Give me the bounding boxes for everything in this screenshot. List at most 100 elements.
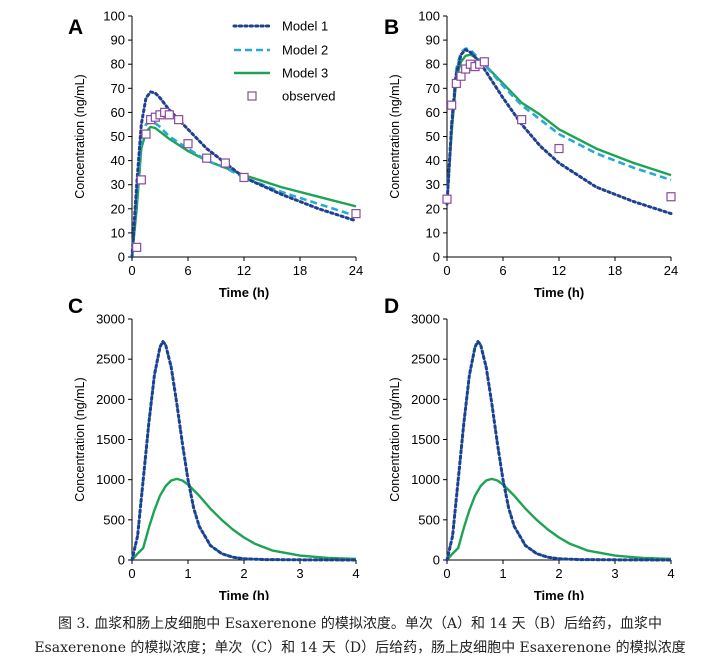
series-line-model-1	[130, 90, 358, 259]
series-line-model-2	[445, 340, 672, 562]
y-axis-label: Concentration (ng/mL)	[73, 74, 87, 198]
x-tick-label: 0	[443, 566, 450, 581]
y-tick-label: 60	[111, 105, 125, 120]
y-axis-label: Concentration (ng/mL)	[388, 74, 402, 198]
y-tick-label: 30	[111, 177, 125, 192]
x-tick-label: 18	[293, 263, 307, 278]
x-axis-label: Time (h)	[219, 588, 269, 600]
y-tick-label: 3000	[411, 312, 440, 327]
legend-label: Model 1	[282, 19, 328, 34]
y-tick-label: 1500	[411, 432, 440, 447]
panel-c: C 0 500 1000 1500 2000 2500 3000 0 1 2 3 4 Time (h) Co…	[68, 295, 360, 600]
y-tick-label: 1000	[96, 472, 125, 487]
panel-label: D	[384, 295, 399, 318]
y-tick-label: 20	[111, 201, 125, 216]
x-tick-label: 0	[128, 566, 135, 581]
y-tick-label: 50	[111, 129, 125, 144]
x-tick-label: 6	[499, 263, 506, 278]
observed-point	[164, 110, 174, 120]
y-tick-label: 500	[103, 512, 125, 527]
y-tick-label: 3000	[96, 312, 125, 327]
legend-label: Model 2	[282, 43, 328, 58]
observed-point	[136, 175, 146, 185]
observed-point	[132, 242, 142, 252]
caption-line-2: Esaxerenone 的模拟浓度；单次（C）和 14 天（D）后给药，肠上皮细…	[34, 640, 686, 656]
observed-point	[554, 143, 564, 154]
y-tick-label: 60	[426, 105, 440, 120]
series-line-model-1	[445, 340, 673, 562]
observed-point	[239, 172, 249, 183]
y-tick-label: 0	[433, 250, 440, 265]
y-tick-label: 100	[103, 9, 125, 24]
y-axis-label: Concentration (ng/mL)	[73, 377, 87, 501]
x-tick-label: 24	[349, 263, 363, 278]
figure-caption: 图 3. 血浆和肠上皮细胞中 Esaxerenone 的模拟浓度。单次（A）和 …	[0, 612, 720, 660]
y-tick-label: 70	[111, 81, 125, 96]
observed-point	[456, 71, 466, 81]
y-tick-label: 40	[111, 153, 125, 168]
x-tick-label: 4	[352, 566, 359, 581]
series-line-model-2	[445, 47, 672, 205]
x-tick-label: 2	[240, 566, 247, 581]
y-tick-label: 80	[426, 57, 440, 72]
x-tick-label: 24	[664, 263, 678, 278]
panel-label: A	[68, 16, 83, 39]
x-tick-label: 3	[296, 566, 303, 581]
observed-point	[351, 209, 361, 219]
y-tick-label: 1500	[96, 432, 125, 447]
y-tick-label: 500	[418, 512, 440, 527]
y-tick-label: 30	[426, 177, 440, 192]
y-tick-label: 2500	[96, 352, 125, 367]
series-line-model-3	[130, 125, 357, 258]
panel-label: C	[68, 295, 83, 318]
observed-point	[141, 129, 151, 139]
y-tick-label: 70	[426, 81, 440, 96]
x-tick-label: 2	[555, 566, 562, 581]
x-tick-label: 3	[611, 566, 618, 581]
series-line-model-3	[445, 53, 672, 205]
x-axis-label: Time (h)	[534, 588, 584, 600]
y-tick-label: 10	[426, 225, 440, 240]
legend-label: observed	[282, 89, 335, 104]
y-tick-label: 40	[426, 153, 440, 168]
y-tick-label: 10	[111, 225, 125, 240]
series-line-model-1	[130, 340, 358, 562]
y-tick-label: 80	[111, 57, 125, 72]
y-tick-label: 0	[433, 553, 440, 568]
y-tick-label: 0	[118, 553, 125, 568]
observed-point	[447, 100, 457, 110]
x-axis-label: Time (h)	[219, 285, 269, 300]
y-tick-label: 2000	[411, 392, 440, 407]
x-tick-label: 12	[237, 263, 251, 278]
legend-label: Model 3	[282, 66, 328, 81]
y-tick-label: 20	[426, 201, 440, 216]
observed-point	[451, 78, 461, 89]
observed-point	[461, 64, 471, 74]
observed-point	[479, 57, 489, 67]
x-tick-label: 4	[667, 566, 674, 581]
x-tick-label: 18	[608, 263, 622, 278]
legend-marker-observed	[247, 91, 257, 101]
x-axis-label: Time (h)	[534, 285, 584, 300]
observed-point	[517, 115, 527, 125]
x-tick-label: 12	[552, 263, 566, 278]
y-tick-label: 100	[418, 9, 440, 24]
observed-point	[174, 115, 184, 125]
y-axis-label: Concentration (ng/mL)	[388, 377, 402, 501]
series-line-model-1	[445, 48, 673, 216]
series-line-model-2	[130, 340, 357, 562]
x-tick-label: 0	[128, 263, 135, 278]
series-line-model-3	[446, 477, 672, 561]
observed-point	[183, 139, 193, 149]
panel-label: B	[384, 16, 399, 39]
observed-point	[442, 194, 452, 204]
observed-point	[220, 158, 230, 168]
observed-point	[666, 192, 676, 202]
series-line-model-3	[131, 477, 357, 561]
y-tick-label: 90	[111, 33, 125, 48]
y-tick-label: 50	[426, 129, 440, 144]
y-tick-label: 1000	[411, 472, 440, 487]
x-tick-label: 1	[184, 566, 191, 581]
panel-a: A 0 10 20 30 40 50 60 70 80 90 100 0 6 12 18 24 Time (h) C…	[68, 9, 363, 301]
